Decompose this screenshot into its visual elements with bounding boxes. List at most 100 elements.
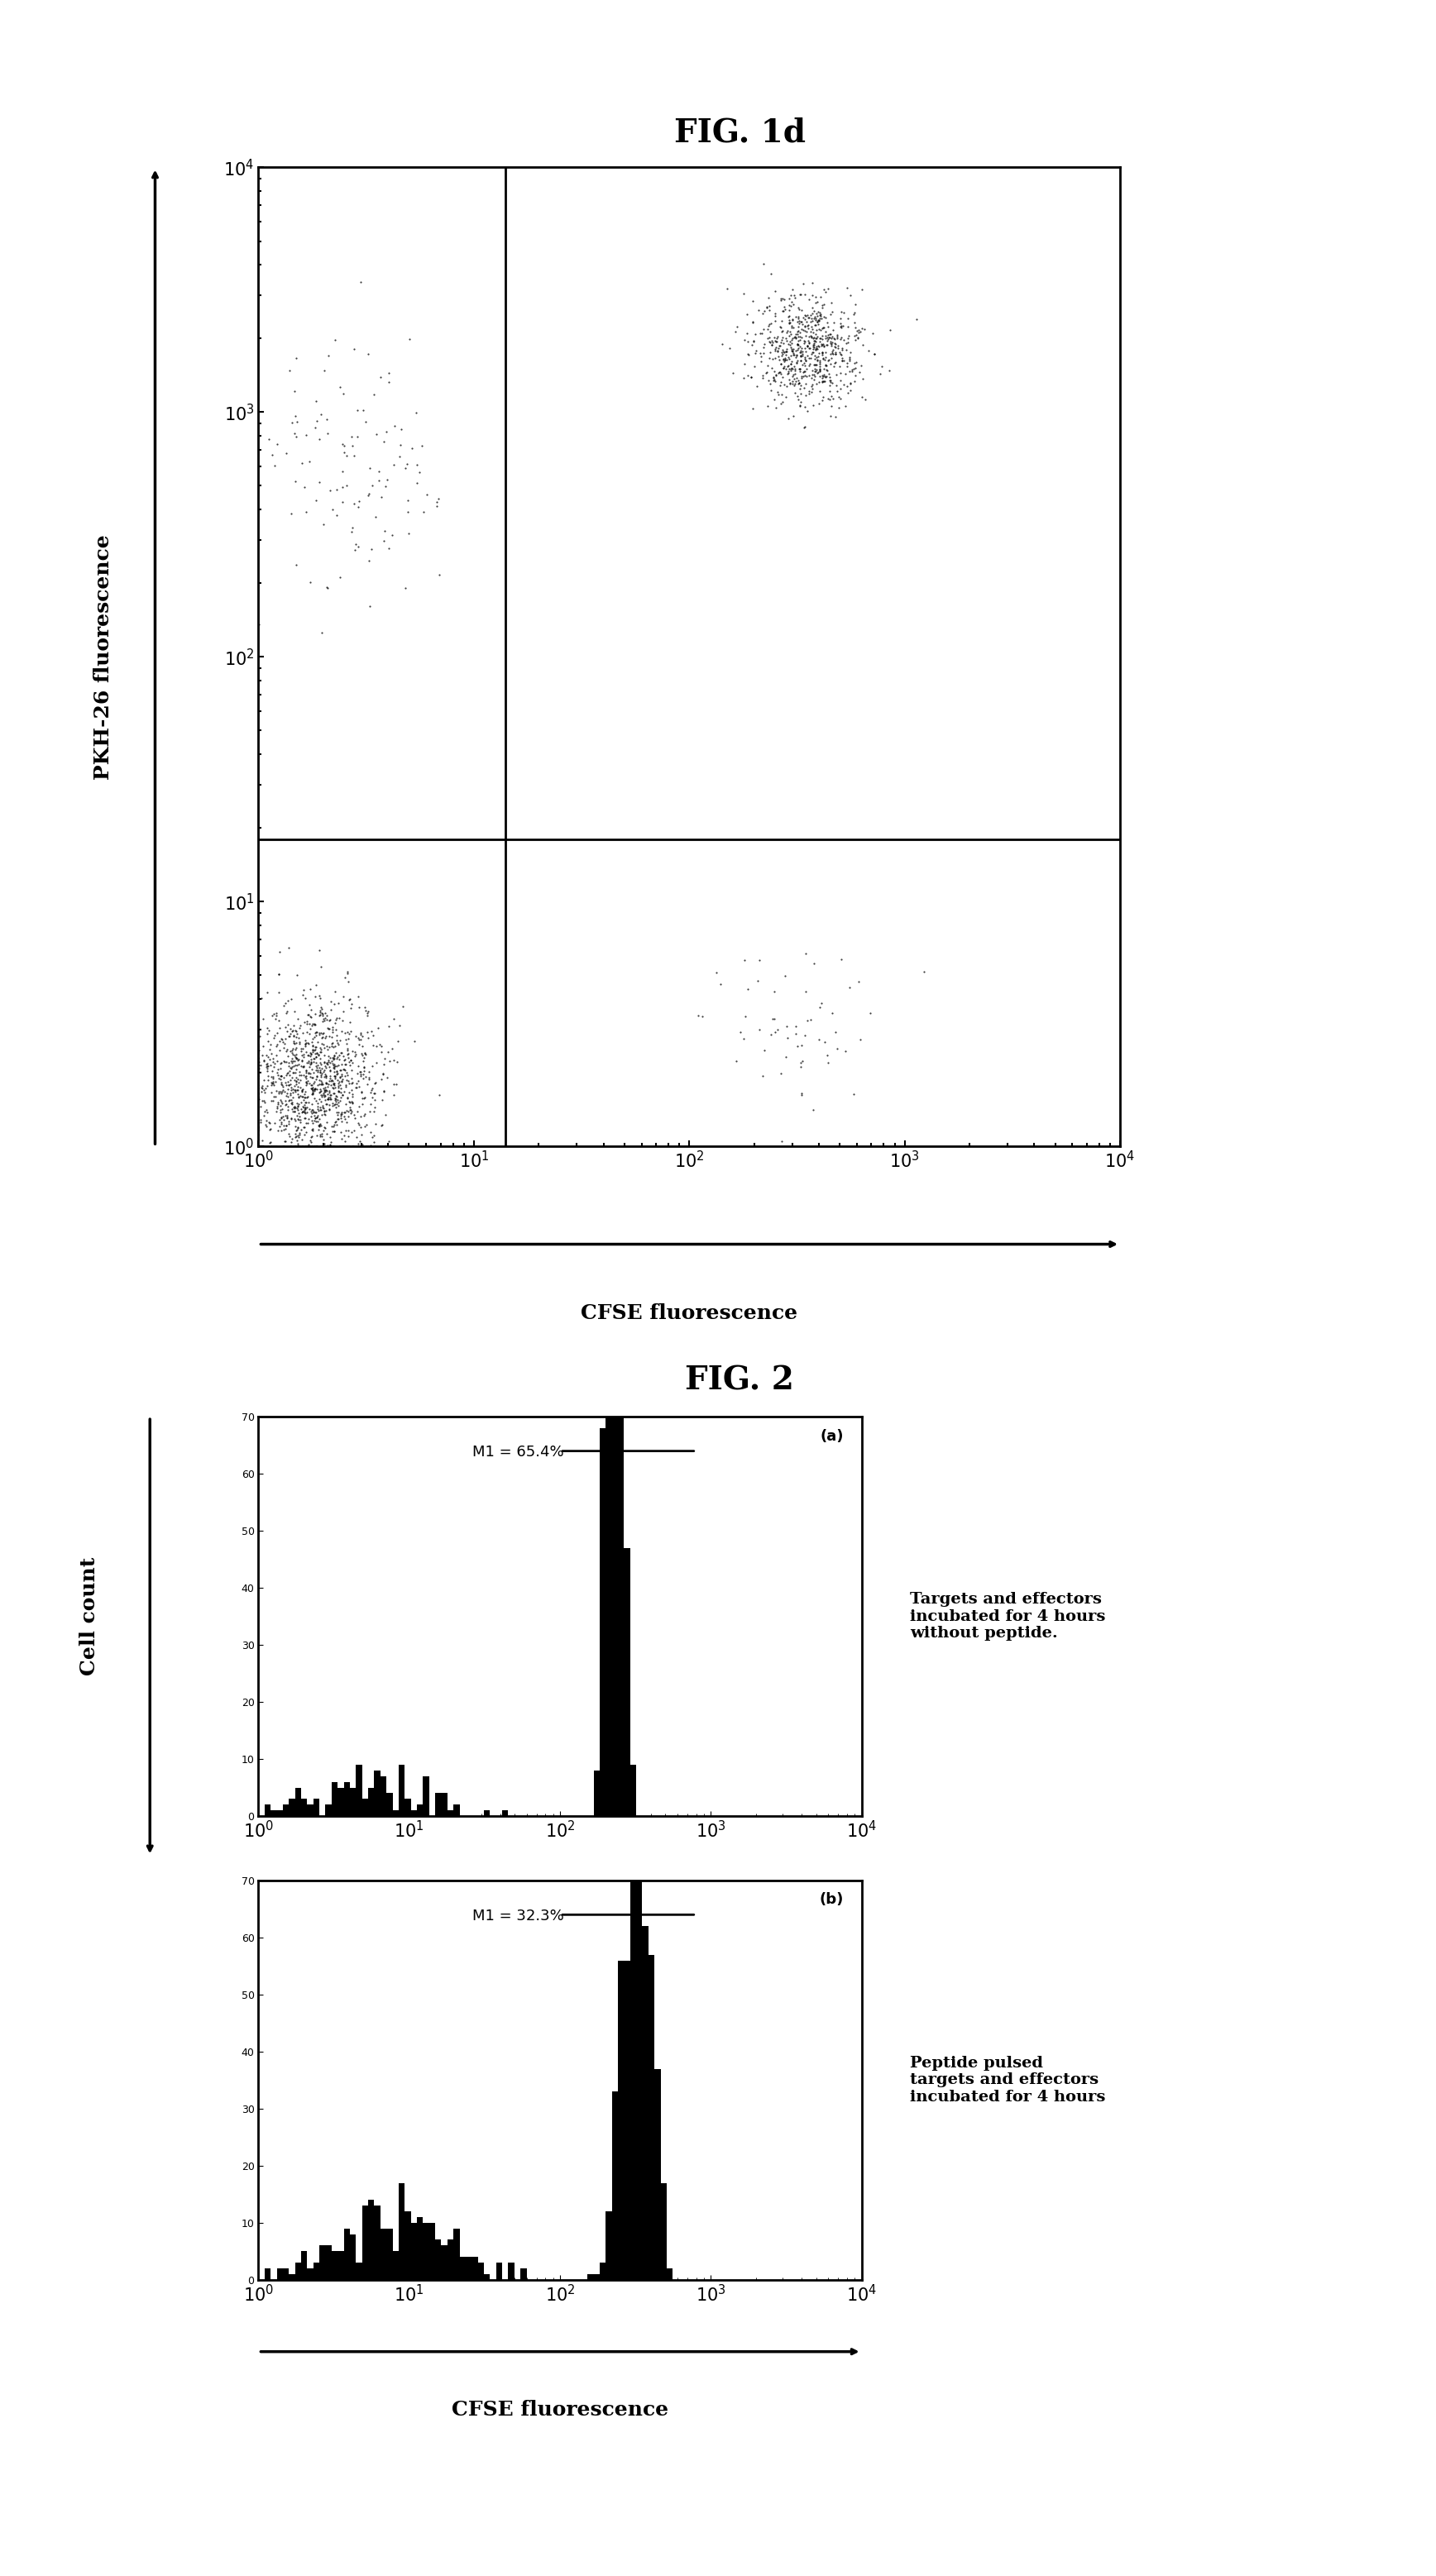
- Bar: [508, 2262, 514, 2280]
- Point: [839, 276, 862, 317]
- Point: [817, 314, 840, 355]
- Point: [346, 1126, 369, 1167]
- Point: [274, 1105, 297, 1146]
- Point: [313, 1123, 336, 1164]
- Point: [755, 350, 778, 392]
- Point: [783, 283, 806, 325]
- Point: [836, 345, 859, 386]
- Point: [329, 1077, 352, 1118]
- Point: [266, 1087, 289, 1128]
- Bar: [264, 1806, 270, 1816]
- Point: [325, 1092, 348, 1133]
- Point: [284, 1028, 307, 1069]
- Point: [785, 312, 808, 353]
- Point: [806, 353, 829, 394]
- Point: [402, 1020, 425, 1061]
- Point: [264, 1061, 287, 1103]
- Point: [781, 340, 804, 381]
- Bar: [343, 2228, 350, 2280]
- Point: [309, 1054, 332, 1095]
- Point: [353, 1046, 376, 1087]
- Point: [300, 1097, 323, 1139]
- Point: [313, 1077, 336, 1118]
- Point: [356, 992, 379, 1033]
- Point: [803, 317, 826, 358]
- Point: [811, 307, 834, 348]
- Point: [787, 296, 810, 337]
- Point: [408, 451, 431, 492]
- Point: [803, 291, 826, 332]
- Point: [299, 1033, 322, 1074]
- Point: [317, 1059, 340, 1100]
- Point: [793, 343, 816, 384]
- Point: [830, 291, 853, 332]
- Point: [261, 1051, 284, 1092]
- Point: [313, 1041, 336, 1082]
- Point: [322, 1126, 345, 1167]
- Point: [807, 309, 830, 350]
- Bar: [495, 2262, 503, 2280]
- Point: [763, 358, 785, 399]
- Point: [332, 1048, 355, 1090]
- Point: [309, 1126, 332, 1167]
- Point: [790, 273, 813, 314]
- Point: [757, 304, 780, 345]
- Point: [251, 997, 274, 1038]
- Point: [770, 322, 793, 363]
- Point: [824, 332, 847, 374]
- Point: [345, 1064, 368, 1105]
- Point: [247, 1100, 270, 1141]
- Point: [279, 1126, 302, 1167]
- Point: [309, 1087, 332, 1128]
- Point: [247, 1010, 270, 1051]
- Point: [329, 1126, 352, 1167]
- Point: [309, 1061, 332, 1103]
- Bar: [362, 2205, 368, 2280]
- Point: [303, 1028, 326, 1069]
- Point: [778, 314, 801, 355]
- Point: [284, 544, 307, 585]
- Point: [300, 1126, 323, 1167]
- Point: [277, 1041, 300, 1082]
- Point: [801, 294, 824, 335]
- Point: [763, 361, 785, 402]
- Point: [804, 299, 827, 340]
- Point: [292, 1077, 314, 1118]
- Point: [306, 1046, 329, 1087]
- Point: [247, 974, 270, 1015]
- Point: [764, 294, 787, 335]
- Bar: [270, 1811, 277, 1816]
- Point: [870, 345, 893, 386]
- Point: [309, 1038, 332, 1079]
- Point: [336, 1010, 359, 1051]
- Point: [781, 299, 804, 340]
- Text: CFSE fluorescence: CFSE fluorescence: [452, 2401, 668, 2419]
- Point: [804, 363, 827, 404]
- Point: [342, 1061, 365, 1103]
- Point: [303, 1097, 326, 1139]
- Point: [293, 1097, 316, 1139]
- Point: [253, 1059, 276, 1100]
- Point: [309, 1028, 332, 1069]
- Point: [775, 1018, 798, 1059]
- Point: [319, 1056, 342, 1097]
- Point: [260, 1079, 283, 1121]
- Point: [797, 355, 820, 397]
- Point: [879, 309, 902, 350]
- Bar: [302, 1798, 307, 1816]
- Point: [253, 1095, 276, 1136]
- Point: [382, 1064, 405, 1105]
- Point: [765, 322, 788, 363]
- Point: [830, 317, 853, 358]
- Point: [810, 355, 833, 397]
- Point: [330, 1061, 353, 1103]
- Point: [279, 1059, 302, 1100]
- Point: [312, 1066, 335, 1108]
- Point: [780, 348, 803, 389]
- Point: [283, 371, 306, 412]
- Point: [306, 1069, 329, 1110]
- Point: [267, 999, 290, 1041]
- Point: [760, 348, 783, 389]
- Point: [770, 353, 793, 394]
- Point: [303, 1095, 326, 1136]
